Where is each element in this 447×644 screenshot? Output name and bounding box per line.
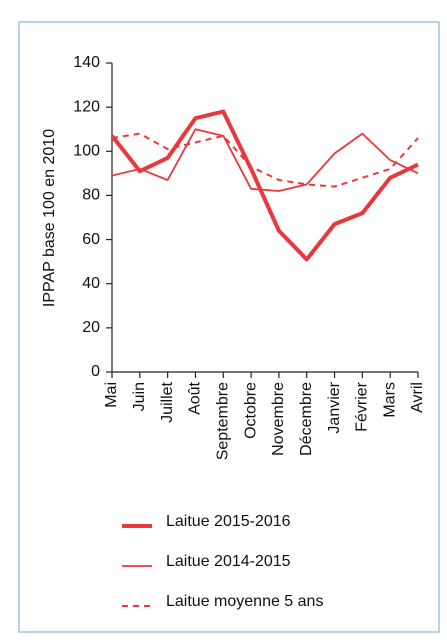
x-tick-label: Octobre [242,382,259,439]
x-tick-label: Mai [103,382,120,408]
y-tick-label: 20 [82,319,100,336]
x-tick-label: Juin [131,382,148,411]
y-tick-label: 140 [73,54,100,71]
y-axis-label: IPPAP base 100 en 2010 [41,129,58,307]
legend-label: Laitue 2014-2015 [166,553,291,570]
legend-label: Laitue moyenne 5 ans [166,593,323,610]
x-tick-label: Janvier [326,381,343,433]
x-tick-label: Mars [381,382,398,418]
x-tick-label: Août [187,381,204,414]
y-tick-label: 0 [91,363,100,380]
x-tick-label: Février [354,381,371,431]
chart-frame [18,21,440,633]
x-tick-label: Avril [409,382,426,413]
line-series [111,128,419,192]
y-tick-label: 60 [82,231,100,248]
line-series [110,109,419,262]
line-series [111,132,419,188]
legend-label: Laitue 2015-2016 [166,513,291,530]
y-tick-label: 40 [82,275,100,292]
y-tick-label: 120 [73,98,100,115]
x-tick-label: Septembre [214,382,231,460]
x-tick-label: Décembre [298,382,315,456]
y-tick-label: 100 [73,143,100,160]
x-tick-label: Novembre [270,382,287,456]
x-tick-label: Juillet [159,381,176,422]
y-tick-label: 80 [82,187,100,204]
